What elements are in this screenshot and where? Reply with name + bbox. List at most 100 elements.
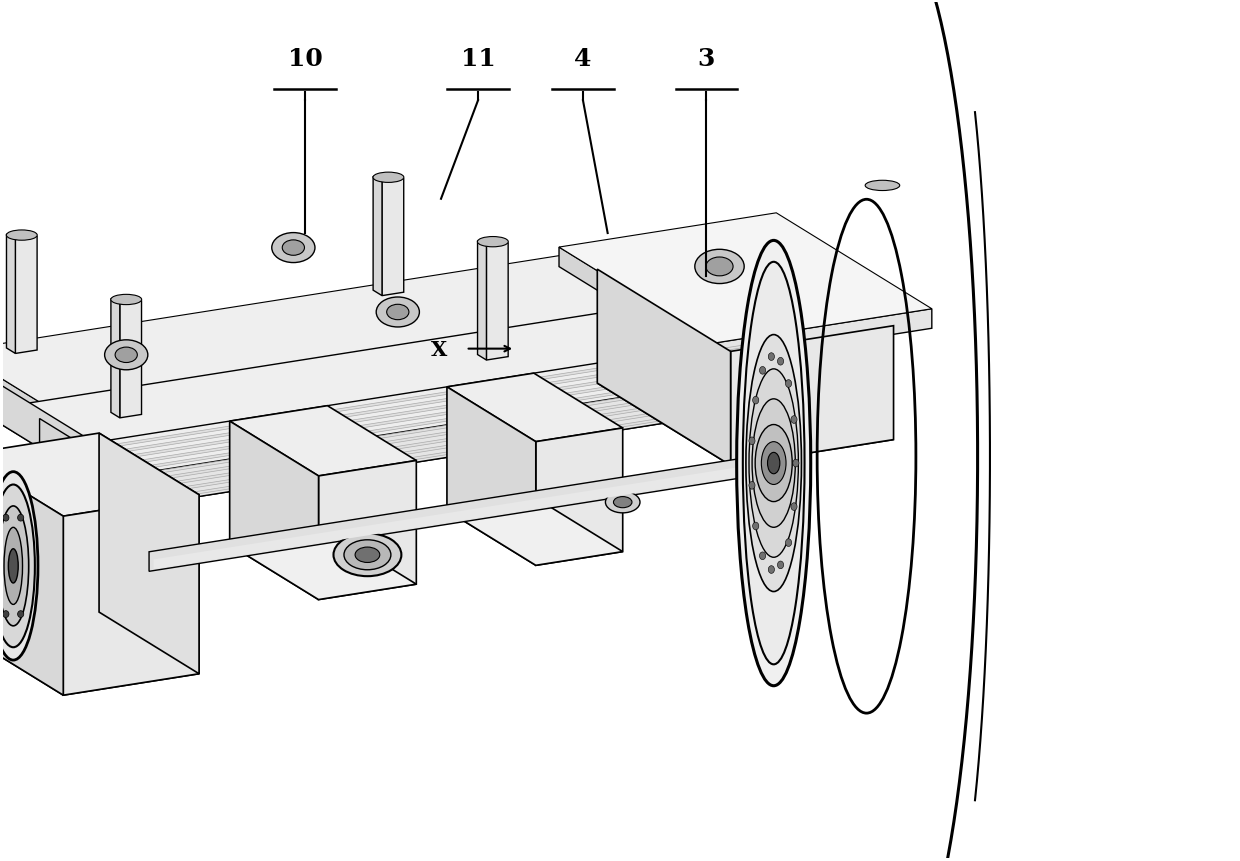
Ellipse shape xyxy=(746,335,801,592)
Ellipse shape xyxy=(777,561,784,569)
Ellipse shape xyxy=(759,367,765,375)
Ellipse shape xyxy=(9,549,19,583)
Polygon shape xyxy=(0,288,889,486)
Ellipse shape xyxy=(866,181,900,191)
Polygon shape xyxy=(714,309,931,363)
Polygon shape xyxy=(0,434,200,517)
Ellipse shape xyxy=(2,515,9,522)
Ellipse shape xyxy=(759,552,765,560)
Text: 3: 3 xyxy=(698,47,715,71)
Text: 4: 4 xyxy=(574,47,591,71)
Polygon shape xyxy=(62,355,771,468)
Ellipse shape xyxy=(272,233,315,263)
Polygon shape xyxy=(15,237,37,354)
Ellipse shape xyxy=(749,482,755,490)
Polygon shape xyxy=(110,299,120,418)
Polygon shape xyxy=(120,301,141,418)
Polygon shape xyxy=(382,179,404,296)
Polygon shape xyxy=(92,306,913,455)
Ellipse shape xyxy=(0,485,35,647)
Ellipse shape xyxy=(791,503,797,511)
Polygon shape xyxy=(229,406,417,476)
Ellipse shape xyxy=(706,257,733,276)
Ellipse shape xyxy=(343,540,391,570)
Polygon shape xyxy=(559,248,714,363)
Polygon shape xyxy=(486,244,508,361)
Polygon shape xyxy=(0,455,63,696)
Polygon shape xyxy=(0,222,913,435)
Polygon shape xyxy=(105,381,815,495)
Ellipse shape xyxy=(0,472,38,660)
Polygon shape xyxy=(99,434,200,674)
Polygon shape xyxy=(97,376,806,490)
Ellipse shape xyxy=(743,263,805,665)
Polygon shape xyxy=(63,495,200,696)
Ellipse shape xyxy=(694,250,744,284)
Text: X: X xyxy=(430,339,448,359)
Polygon shape xyxy=(130,364,837,508)
Ellipse shape xyxy=(737,241,811,686)
Ellipse shape xyxy=(115,348,138,363)
Ellipse shape xyxy=(792,460,799,468)
Polygon shape xyxy=(88,371,797,484)
Polygon shape xyxy=(598,358,894,466)
Polygon shape xyxy=(730,326,894,466)
Ellipse shape xyxy=(768,453,780,474)
Ellipse shape xyxy=(614,497,632,508)
Polygon shape xyxy=(53,350,763,463)
Polygon shape xyxy=(123,393,832,505)
Polygon shape xyxy=(536,429,622,566)
Text: 11: 11 xyxy=(461,47,496,71)
Ellipse shape xyxy=(6,231,37,241)
Ellipse shape xyxy=(355,548,379,563)
Polygon shape xyxy=(79,366,789,479)
Polygon shape xyxy=(446,374,622,443)
Ellipse shape xyxy=(753,523,759,530)
Ellipse shape xyxy=(755,425,792,502)
Polygon shape xyxy=(598,269,730,466)
Polygon shape xyxy=(446,387,536,566)
Ellipse shape xyxy=(110,295,141,306)
Polygon shape xyxy=(319,461,417,600)
Polygon shape xyxy=(446,497,622,566)
Polygon shape xyxy=(45,344,755,458)
Ellipse shape xyxy=(749,369,799,558)
Polygon shape xyxy=(373,177,382,296)
Polygon shape xyxy=(559,214,931,344)
Polygon shape xyxy=(114,387,823,500)
Ellipse shape xyxy=(605,492,640,513)
Polygon shape xyxy=(102,324,889,486)
Ellipse shape xyxy=(761,443,786,485)
Polygon shape xyxy=(229,530,417,600)
Polygon shape xyxy=(477,241,486,361)
Ellipse shape xyxy=(753,400,795,528)
Ellipse shape xyxy=(376,298,419,327)
Ellipse shape xyxy=(2,611,9,618)
Ellipse shape xyxy=(791,416,797,424)
Ellipse shape xyxy=(0,506,29,626)
Ellipse shape xyxy=(749,437,755,445)
Ellipse shape xyxy=(753,397,759,405)
Ellipse shape xyxy=(387,305,409,320)
Text: 10: 10 xyxy=(288,47,322,71)
Ellipse shape xyxy=(17,515,24,522)
Polygon shape xyxy=(0,242,913,455)
Ellipse shape xyxy=(785,381,791,388)
Ellipse shape xyxy=(283,240,305,256)
Polygon shape xyxy=(40,419,130,508)
Ellipse shape xyxy=(373,173,404,183)
Polygon shape xyxy=(0,612,200,696)
Ellipse shape xyxy=(104,340,148,370)
Ellipse shape xyxy=(17,611,24,618)
Polygon shape xyxy=(40,340,837,508)
Ellipse shape xyxy=(334,534,402,577)
Polygon shape xyxy=(71,361,780,474)
Ellipse shape xyxy=(477,238,508,247)
Ellipse shape xyxy=(777,358,784,366)
Polygon shape xyxy=(229,422,319,600)
Polygon shape xyxy=(149,458,746,572)
Polygon shape xyxy=(154,466,751,569)
Ellipse shape xyxy=(769,353,775,361)
Polygon shape xyxy=(6,235,15,354)
Polygon shape xyxy=(0,351,92,455)
